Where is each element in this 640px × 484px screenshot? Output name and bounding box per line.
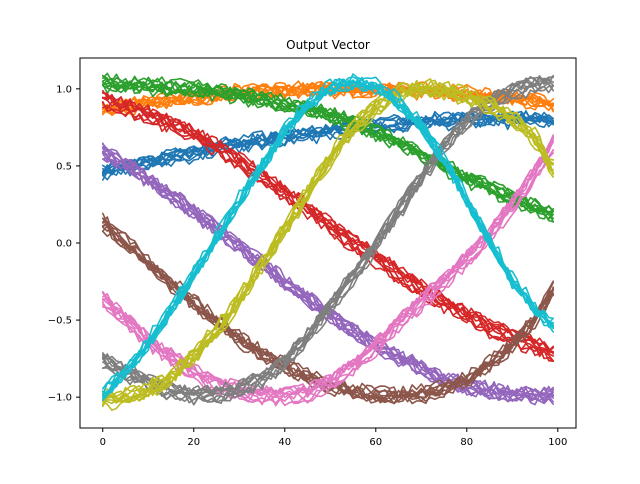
series-9: [102, 78, 554, 412]
series-1: [102, 108, 554, 181]
series-7-trace-7: [102, 137, 554, 395]
x-tick-label: 20: [187, 437, 200, 448]
y-tick-label: 0.0: [56, 239, 72, 250]
series-3-trace-9: [102, 81, 554, 223]
x-tick-label: 60: [369, 437, 382, 448]
series-9-trace-9: [102, 78, 554, 398]
series-4: [102, 89, 554, 363]
series-10-trace-10: [102, 79, 554, 395]
series-3-trace-10: [102, 74, 554, 214]
series-1-trace-10: [102, 116, 554, 181]
series-layer: [102, 72, 554, 412]
series-3-trace-8: [102, 81, 554, 223]
x-tick-label: 100: [548, 437, 567, 448]
x-tick-label: 40: [278, 437, 291, 448]
series-10-trace-8: [102, 73, 554, 390]
series-4-trace-10: [102, 91, 554, 353]
series-3-trace-5: [102, 72, 554, 213]
series-8-trace-9: [102, 81, 554, 403]
x-tick-label: 80: [460, 437, 473, 448]
series-8-trace-10: [102, 77, 554, 398]
series-3: [102, 72, 554, 223]
series-1-trace-9: [102, 114, 554, 174]
y-tick-label: 0.5: [56, 161, 72, 172]
y-tick-label: 1.0: [56, 84, 72, 95]
x-tick-label: 0: [100, 437, 106, 448]
series-10: [102, 73, 554, 402]
series-8-trace-8: [102, 82, 554, 404]
series-9-trace-10: [102, 84, 554, 406]
y-tick-label: −1.0: [48, 393, 72, 404]
series-4-trace-7: [102, 105, 554, 362]
y-tick-label: −0.5: [48, 316, 72, 327]
axes-layer: 0 20 40 60 80 100 −1.0 −0.5 0.0 0.5 1.0: [48, 57, 577, 448]
chart-title: Output Vector: [286, 38, 370, 52]
series-8: [102, 74, 554, 406]
